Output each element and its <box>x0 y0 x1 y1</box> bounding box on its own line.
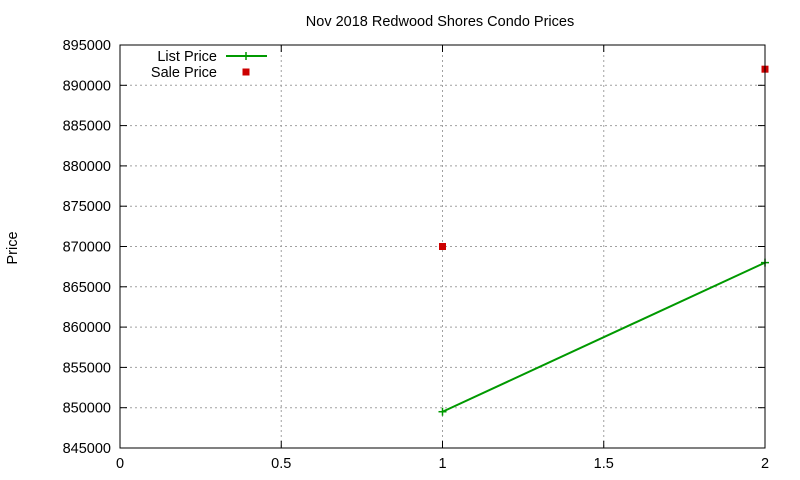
chart-title: Nov 2018 Redwood Shores Condo Prices <box>306 14 574 30</box>
y-axis-label: Price <box>5 231 21 264</box>
y-tick-label: 860000 <box>63 320 111 336</box>
legend-swatch-marker <box>242 52 250 60</box>
list-price-point <box>438 407 447 416</box>
plot-frame <box>119 44 766 449</box>
x-tick-label: 2 <box>761 456 769 472</box>
x-tick-label: 0 <box>116 456 124 472</box>
y-tick-label: 895000 <box>63 38 111 54</box>
legend-label: Sale Price <box>151 65 217 81</box>
y-tick-label: 880000 <box>63 159 111 175</box>
x-tick-label: 0.5 <box>271 456 291 472</box>
y-tick-label: 870000 <box>63 240 111 256</box>
list-price-line <box>442 261 766 413</box>
y-tick-label: 855000 <box>63 360 111 376</box>
ticks: 845000 850000 855000 860000 865000 870000 8750… <box>63 38 769 472</box>
y-tick-label: 845000 <box>63 441 111 457</box>
y-tick-label: 885000 <box>63 119 111 135</box>
y-tick-label: 865000 <box>63 280 111 296</box>
y-tick-label: 875000 <box>63 199 111 215</box>
legend-swatch-marker <box>242 68 250 76</box>
x-tick-label: 1.5 <box>594 456 614 472</box>
y-tick-label: 890000 <box>63 78 111 94</box>
x-tick-label: 1 <box>438 456 446 472</box>
y-tick-label: 850000 <box>63 401 111 417</box>
legend-label: List Price <box>157 49 217 65</box>
sale-price-point <box>439 243 446 250</box>
